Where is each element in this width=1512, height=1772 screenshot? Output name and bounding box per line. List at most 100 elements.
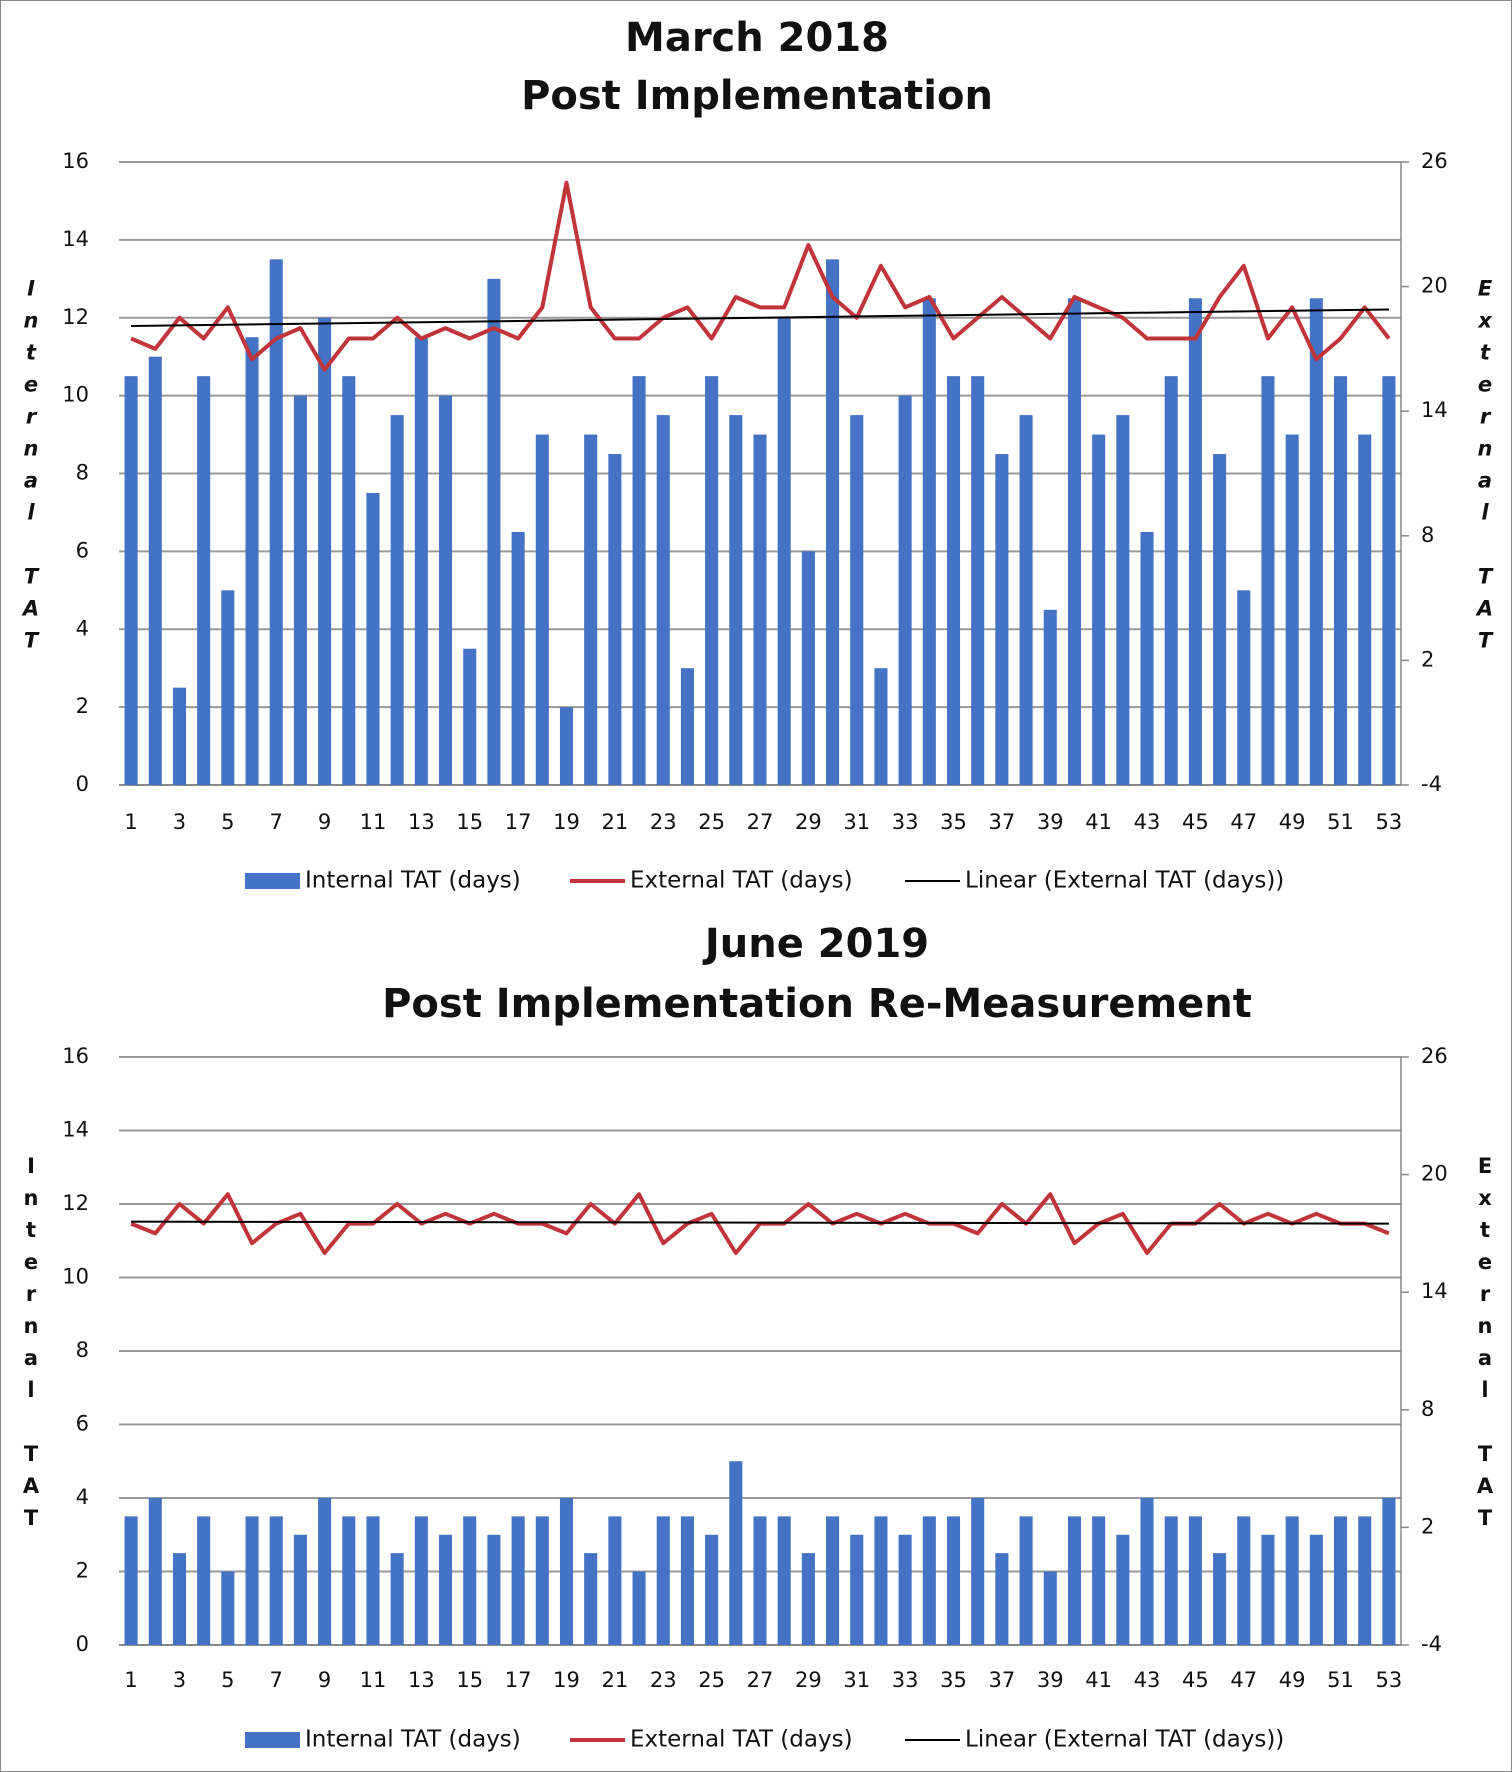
bar [269,259,283,785]
x-tick-label: 41 [1085,1668,1112,1692]
x-tick-label: 51 [1327,1668,1354,1692]
x-tick-label: 13 [408,810,435,834]
x-tick-label: 35 [940,1668,967,1692]
legend-swatch [245,873,300,889]
bar [1164,1516,1178,1645]
bar [1019,415,1033,785]
legend-label: Linear (External TAT (days)) [965,868,1284,894]
bar [1043,609,1057,785]
bar [656,1516,670,1645]
y-tick-label: 8 [76,1338,89,1362]
y-tick-label: 12 [62,1191,89,1215]
y-tick-label: 16 [62,1044,89,1068]
x-tick-label: 53 [1376,810,1403,834]
x-tick-label: 47 [1230,810,1257,834]
bar [1285,434,1299,785]
bar [1237,590,1251,785]
bar [1188,1516,1202,1645]
bar [269,1516,283,1645]
y-tick-label: 4 [76,616,89,640]
bar [366,492,380,785]
x-tick-label: 29 [795,810,822,834]
bar [1140,531,1154,785]
bar [1285,1516,1299,1645]
x-tick-label: 19 [553,810,580,834]
x-tick-label: 37 [989,810,1016,834]
x-tick-label: 39 [1037,810,1064,834]
x-tick-label: 47 [1230,1668,1257,1692]
y2-tick-label: 8 [1421,523,1434,547]
x-tick-label: 49 [1279,810,1306,834]
legend-label: Internal TAT (days) [305,868,521,894]
x-tick-label: 13 [408,1668,435,1692]
bar [1213,1553,1227,1645]
y2-tick-label: 2 [1421,647,1434,671]
x-tick-label: 15 [456,810,483,834]
bar [850,415,864,785]
y-axis-label: Internal TAT [19,1154,43,1538]
x-tick-label: 11 [360,810,387,834]
trend-line [131,308,1389,328]
bar [1261,376,1275,785]
bar [632,1571,646,1645]
bar [680,1516,694,1645]
bar [535,1516,549,1645]
y2-tick-label: 20 [1421,1162,1448,1186]
bar [439,395,453,785]
bar [680,668,694,785]
y-tick-label: 10 [62,383,89,407]
bar [608,454,622,785]
bar [342,1516,356,1645]
bar [1067,1516,1081,1645]
chart-title: March 2018 [625,15,889,61]
x-tick-label: 7 [270,1668,283,1692]
bar [584,1553,598,1645]
bar [753,434,767,785]
bar [753,1516,767,1645]
chart-title: June 2019 [702,921,929,967]
bar [1140,1498,1154,1645]
x-tick-label: 19 [553,1668,580,1692]
bar [656,415,670,785]
x-tick-label: 3 [173,1668,186,1692]
x-tick-label: 45 [1182,810,1209,834]
y-tick-label: 2 [76,694,89,718]
x-tick-label: 29 [795,1668,822,1692]
bar [608,1516,622,1645]
bar [1309,1534,1323,1645]
legend-label: Linear (External TAT (days)) [965,1727,1284,1753]
y-tick-label: 12 [62,305,89,329]
bar [463,1516,477,1645]
bar [777,317,791,785]
y-tick-label: 0 [76,1632,89,1656]
bar [1309,298,1323,785]
x-tick-label: 9 [318,810,331,834]
bar [801,551,815,785]
bar [221,590,235,785]
bar [850,1534,864,1645]
bar [172,1553,187,1645]
bar [390,415,404,785]
bar [414,337,428,785]
x-tick-label: 39 [1037,1668,1064,1692]
bar [1067,298,1081,785]
bar [172,687,187,785]
x-tick-label: 37 [989,1668,1016,1692]
y-tick-label: 14 [62,227,89,251]
bar [971,1498,985,1645]
y-tick-label: 16 [62,149,89,173]
legend-label: External TAT (days) [630,868,853,894]
y2-tick-label: 26 [1421,149,1448,173]
x-tick-label: 45 [1182,1668,1209,1692]
bar [971,376,985,785]
bar [342,376,356,785]
bar [632,376,646,785]
x-tick-label: 43 [1134,810,1161,834]
bar [826,1516,840,1645]
x-tick-label: 5 [221,1668,234,1692]
x-tick-label: 1 [124,810,137,834]
bar [705,376,719,785]
chart-subtitle: Post Implementation [521,73,993,119]
bar [366,1516,380,1645]
